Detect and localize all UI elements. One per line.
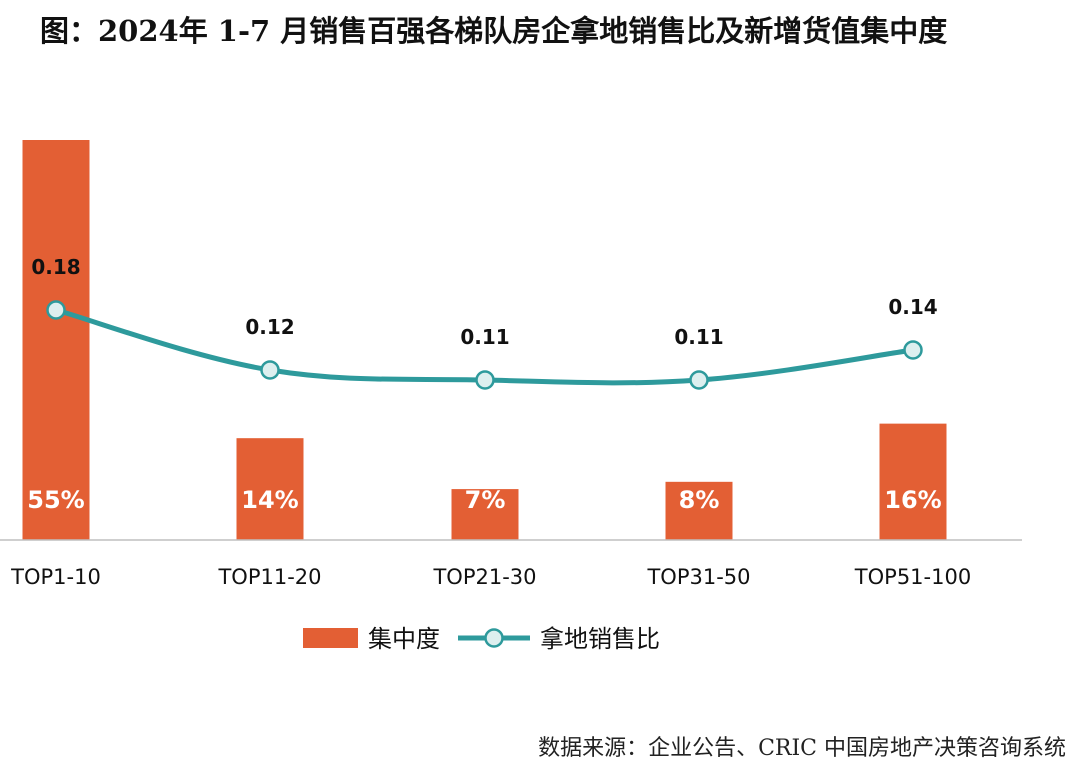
- bar-value-label: 7%: [465, 486, 506, 514]
- bar-top21-30: [451, 489, 519, 540]
- x-tick-labels: TOP1-10 TOP11-20 TOP21-30 TOP31-50 TOP51-100: [10, 565, 971, 589]
- bar-value-label: 8%: [679, 486, 720, 514]
- source-note: 数据来源：企业公告、CRIC 中国房地产决策咨询系统: [538, 736, 1066, 761]
- chart-title: 图：2024年 1-7 月销售百强各梯队房企拿地销售比及新增货值集中度: [40, 14, 948, 48]
- x-tick-label: TOP1-10: [10, 565, 101, 589]
- line-point-marker: [689, 370, 709, 390]
- x-tick-label: TOP21-30: [432, 565, 536, 589]
- bar-value-label: 14%: [241, 486, 298, 514]
- bar-top1-10: [22, 140, 90, 540]
- bar-value-label: 55%: [27, 486, 84, 514]
- x-tick-label: TOP11-20: [217, 565, 321, 589]
- legend-swatch-marker: [484, 628, 504, 648]
- legend-label-bar: 集中度: [368, 625, 440, 653]
- legend: 集中度 拿地销售比: [303, 625, 660, 653]
- x-tick-label: TOP31-50: [646, 565, 750, 589]
- line-point-marker: [903, 340, 923, 360]
- line-series: 0.18 0.12 0.11 0.11 0.14: [31, 255, 938, 390]
- line-value-label: 0.14: [888, 295, 937, 319]
- bar-top51-100: [879, 423, 947, 540]
- line-point-marker: [46, 300, 66, 320]
- x-tick-label: TOP51-100: [854, 565, 971, 589]
- line-value-label: 0.12: [245, 315, 294, 339]
- bar-top11-20: [236, 438, 304, 540]
- line-point-marker: [475, 370, 495, 390]
- legend-swatch-bar: [303, 628, 358, 648]
- bar-top31-50: [665, 481, 733, 540]
- legend-label-line: 拿地销售比: [540, 625, 660, 653]
- line-value-label: 0.11: [674, 325, 723, 349]
- bar-value-label: 16%: [884, 486, 941, 514]
- line-point-marker: [260, 360, 280, 380]
- line-value-label: 0.18: [31, 255, 80, 279]
- bar-series: 55% 14% 7% 8% 16%: [22, 140, 947, 540]
- line-value-label: 0.11: [460, 325, 509, 349]
